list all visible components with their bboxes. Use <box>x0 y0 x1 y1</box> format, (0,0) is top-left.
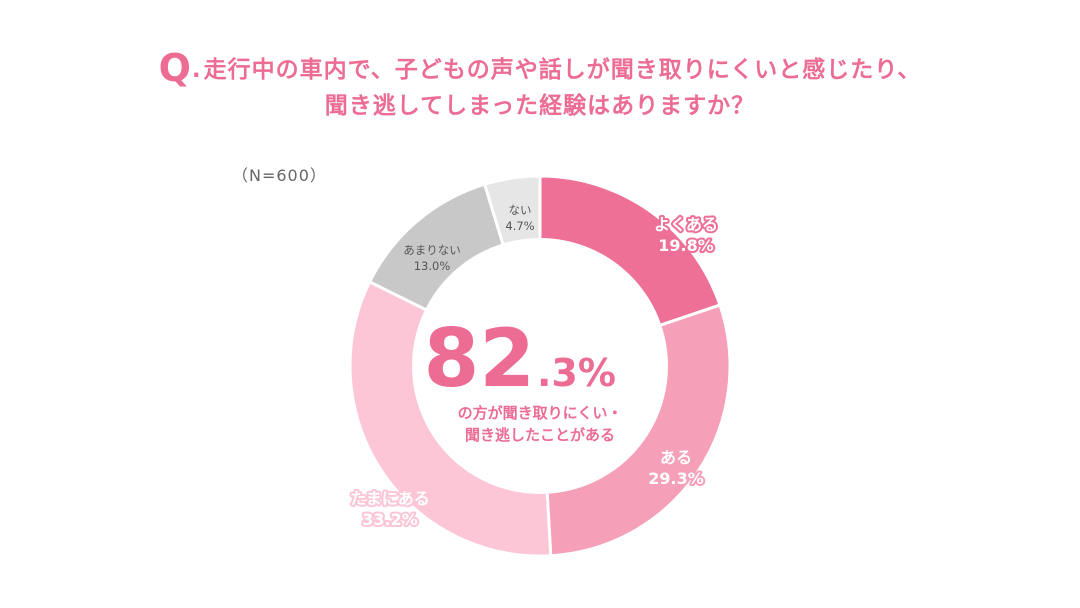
slice-label-3: たまにある <box>350 489 430 508</box>
question-text-1: 走行中の車内で、子どもの声や話しが聞き取りにくいと感じたり、 <box>203 57 922 83</box>
center-caption-1: の方が聞き取りにくい・ <box>458 404 623 422</box>
slice-value-4: 13.0% <box>414 259 451 273</box>
slice-label-5: ない <box>509 203 532 217</box>
slice-value-3: 33.2% <box>362 510 418 529</box>
question-line-1: Q.走行中の車内で、子どもの声や話しが聞き取りにくいと感じたり、 <box>0 49 1080 88</box>
slice-value-1: 19.8% <box>658 236 714 255</box>
slice-label-2: ある <box>660 448 692 467</box>
slice-label-1: よくある <box>654 215 718 234</box>
slice-label-4: あまりない <box>403 243 461 257</box>
slice-value-2: 29.3% <box>648 469 704 488</box>
question-line-2: 聞き逃してしまった経験はありますか？ <box>324 93 756 119</box>
slice-value-5: 4.7% <box>505 219 534 233</box>
center-decimal: .3% <box>537 351 616 395</box>
question-mark: Q <box>158 46 192 90</box>
question-dot: . <box>191 57 202 83</box>
sample-size: （N=600） <box>232 166 327 185</box>
slice-labels: よくある 19.8% ある 29.3% たまにある 33.2% あまりない 13.0% ない 4.… <box>348 203 720 531</box>
donut-hole <box>412 238 668 494</box>
center-caption-2: 聞き逃したことがある <box>465 426 615 444</box>
question-title: Q.走行中の車内で、子どもの声や話しが聞き取りにくいと感じたり、 聞き逃してしま… <box>0 49 1080 124</box>
center-number: 82 <box>424 312 535 405</box>
